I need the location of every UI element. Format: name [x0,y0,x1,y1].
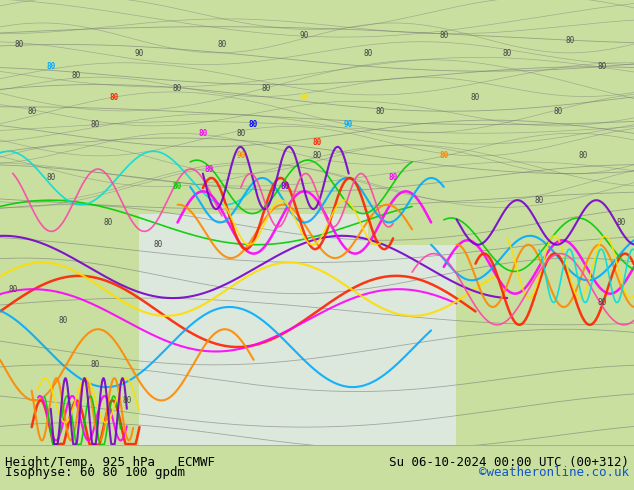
Text: 80: 80 [217,40,226,49]
Text: ©weatheronline.co.uk: ©weatheronline.co.uk [479,466,629,479]
Text: 80: 80 [439,151,448,160]
Text: 80: 80 [59,316,68,325]
Text: 80: 80 [579,151,588,160]
Polygon shape [349,245,456,445]
Text: 90: 90 [236,151,245,160]
Text: 90: 90 [344,120,353,129]
Text: 80: 80 [363,49,372,58]
Text: 80: 80 [110,94,119,102]
Text: 80: 80 [262,84,271,94]
Text: 80: 80 [598,62,607,71]
Text: 80: 80 [27,107,36,116]
Text: 80: 80 [173,84,182,94]
Text: 80: 80 [205,165,214,173]
Text: 80: 80 [236,129,245,138]
Text: 80: 80 [91,120,100,129]
Polygon shape [139,214,368,445]
Text: Isophyse: 60 80 100 gpdm: Isophyse: 60 80 100 gpdm [5,466,185,479]
Text: 80: 80 [300,94,309,102]
Text: 90: 90 [300,31,309,40]
Text: 80: 80 [281,182,290,192]
Text: 80: 80 [471,94,480,102]
Text: 90: 90 [135,49,144,58]
Text: 80: 80 [503,49,512,58]
Text: 80: 80 [15,40,23,49]
Text: 80: 80 [617,218,626,227]
Text: 80: 80 [8,285,17,294]
Text: 80: 80 [103,218,112,227]
Text: 80: 80 [154,240,163,249]
Text: 80: 80 [598,298,607,307]
Text: 80: 80 [198,129,207,138]
Text: Height/Temp. 925 hPa   ECMWF: Height/Temp. 925 hPa ECMWF [5,456,215,469]
Text: Su 06-10-2024 00:00 UTC (00+312): Su 06-10-2024 00:00 UTC (00+312) [389,456,629,469]
Text: 80: 80 [439,31,448,40]
Text: 80: 80 [376,107,385,116]
Text: 80: 80 [313,138,321,147]
Text: 80: 80 [553,107,562,116]
Text: 80: 80 [46,173,55,182]
Text: 80: 80 [46,62,55,71]
Text: 80: 80 [72,71,81,80]
Text: 80: 80 [249,120,258,129]
Text: 80: 80 [173,182,182,192]
Text: 80: 80 [566,36,575,45]
Text: 80: 80 [122,396,131,405]
Text: 80: 80 [91,360,100,369]
Text: 80: 80 [534,196,543,205]
Text: 80: 80 [313,151,321,160]
Text: 80: 80 [389,173,398,182]
